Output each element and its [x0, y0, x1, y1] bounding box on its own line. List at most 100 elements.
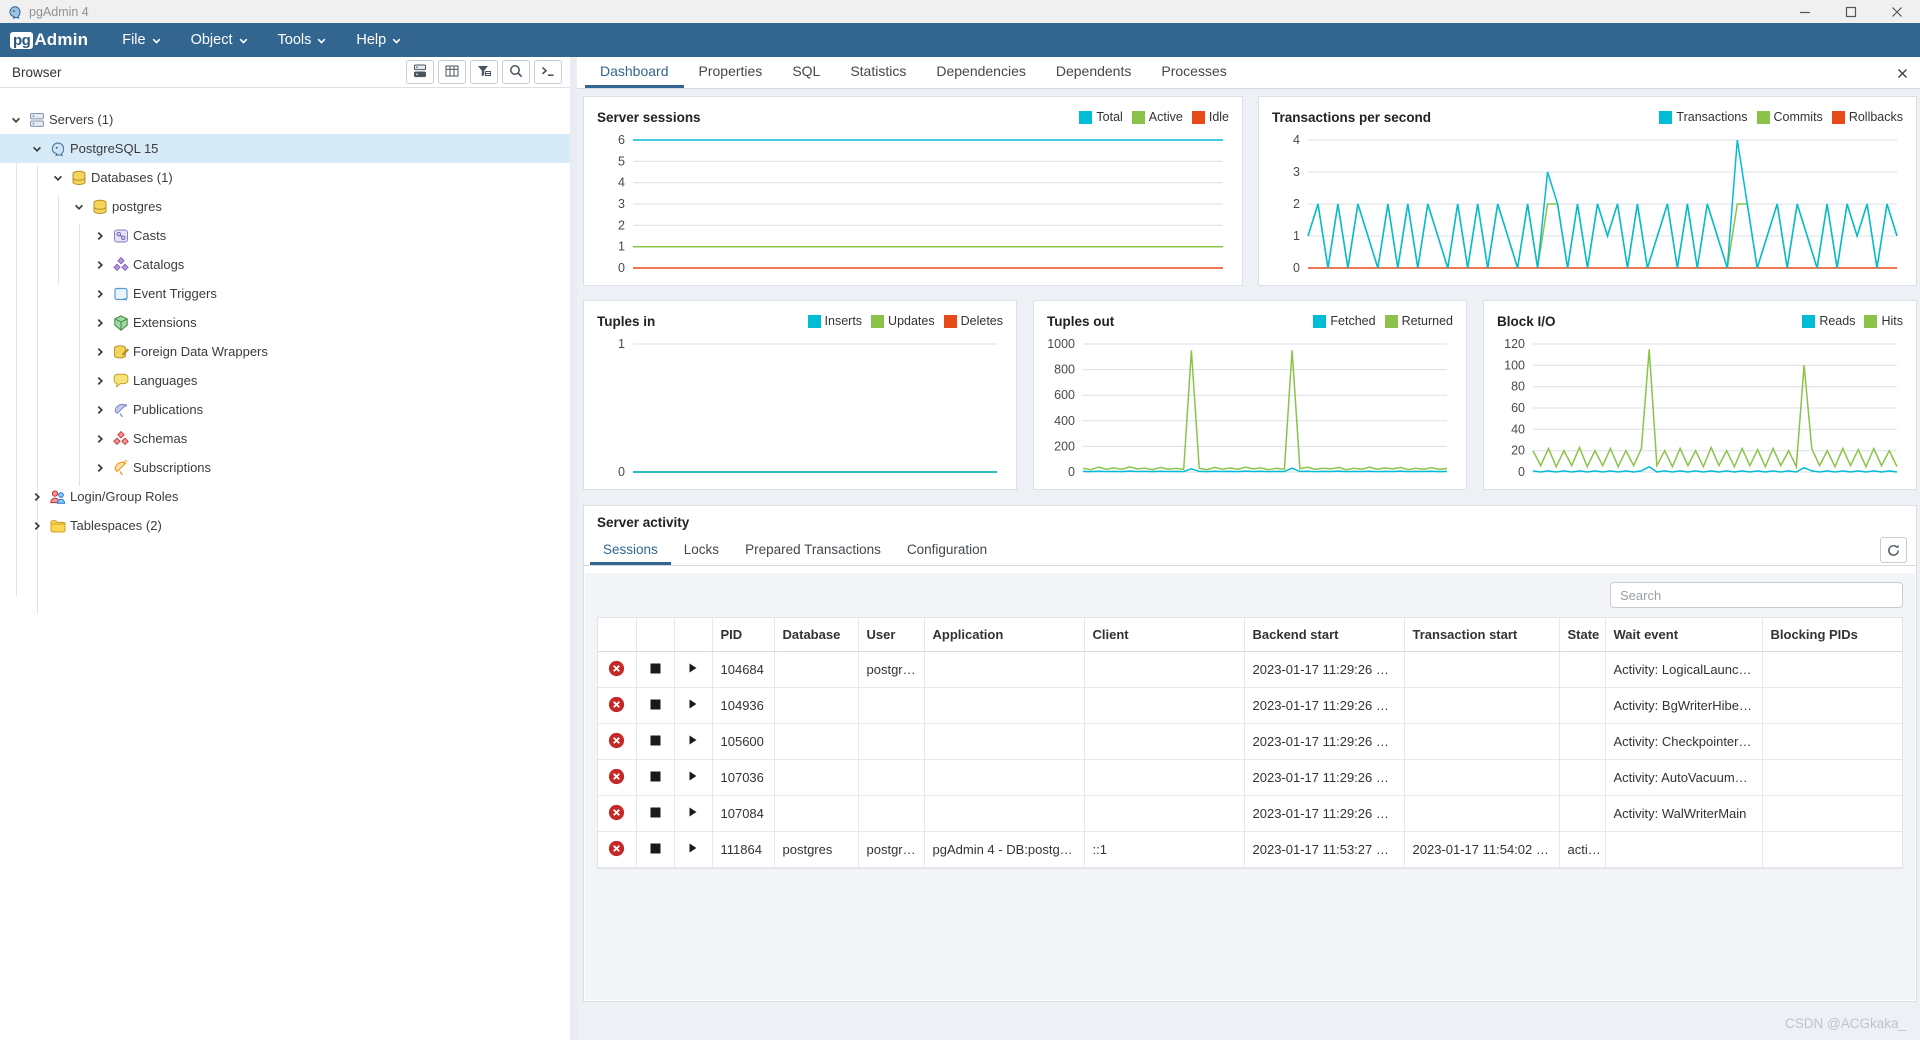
- terminate-session-button[interactable]: [598, 724, 636, 760]
- terminate-session-button[interactable]: [598, 832, 636, 868]
- tab-sql[interactable]: SQL: [777, 57, 835, 88]
- tab-dependencies[interactable]: Dependencies: [921, 57, 1041, 88]
- tree-item-postgresql-15[interactable]: PostgreSQL 15: [0, 134, 570, 163]
- chevron-down-icon: [317, 32, 326, 48]
- tab-dashboard[interactable]: Dashboard: [585, 57, 684, 88]
- search-input[interactable]: [1610, 582, 1903, 608]
- expand-chevron-icon[interactable]: [29, 518, 45, 534]
- tree-item-languages[interactable]: Languages: [0, 366, 570, 395]
- expand-chevron-icon[interactable]: [92, 460, 108, 476]
- grid-icon: [444, 63, 460, 82]
- collapse-chevron-icon[interactable]: [29, 141, 45, 157]
- view-details-button[interactable]: [674, 796, 712, 832]
- tree-item-foreign-data-wrappers[interactable]: Foreign Data Wrappers: [0, 337, 570, 366]
- activity-tab-prepared-transactions[interactable]: Prepared Transactions: [732, 536, 894, 565]
- expand-chevron-icon[interactable]: [92, 315, 108, 331]
- main-tabbar: DashboardPropertiesSQLStatisticsDependen…: [577, 57, 1920, 89]
- tree-item-servers-1[interactable]: Servers (1): [0, 105, 570, 134]
- cancel-query-button[interactable]: [636, 724, 674, 760]
- block-io-panel: Block I/O ReadsHits 120100806040200: [1483, 300, 1917, 490]
- tree-item-databases-1[interactable]: Databases (1): [0, 163, 570, 192]
- expand-chevron-icon[interactable]: [92, 344, 108, 360]
- tree-item-event-triggers[interactable]: Event Triggers: [0, 279, 570, 308]
- collapse-chevron-icon[interactable]: [8, 112, 24, 128]
- activity-tab-configuration[interactable]: Configuration: [894, 536, 1000, 565]
- table-row[interactable]: 1070362023-01-17 11:29:26 …Activity: Aut…: [598, 760, 1902, 796]
- table-cell: [1084, 796, 1244, 832]
- svg-text:3: 3: [618, 197, 625, 211]
- table-row[interactable]: 1049362023-01-17 11:29:26 …Activity: BgW…: [598, 688, 1902, 724]
- cancel-query-button[interactable]: [636, 688, 674, 724]
- collapse-chevron-icon[interactable]: [71, 199, 87, 215]
- terminate-session-button[interactable]: [598, 796, 636, 832]
- view-details-button[interactable]: [674, 652, 712, 688]
- activity-tab-sessions[interactable]: Sessions: [590, 536, 671, 565]
- object-explorer-button[interactable]: [406, 60, 434, 84]
- tree-item-tablespaces-2[interactable]: Tablespaces (2): [0, 511, 570, 540]
- expand-chevron-icon[interactable]: [29, 489, 45, 505]
- tree-item-login-group-roles[interactable]: Login/Group Roles: [0, 482, 570, 511]
- svg-text:400: 400: [1054, 414, 1075, 428]
- view-details-button[interactable]: [674, 832, 712, 868]
- tab-statistics[interactable]: Statistics: [835, 57, 921, 88]
- tree-item-casts[interactable]: Casts: [0, 221, 570, 250]
- tree-item-extensions[interactable]: Extensions: [0, 308, 570, 337]
- cancel-query-button[interactable]: [636, 796, 674, 832]
- console-button[interactable]: [534, 60, 562, 84]
- menu-object[interactable]: Object: [191, 32, 248, 48]
- search-button[interactable]: [502, 60, 530, 84]
- activity-tab-locks[interactable]: Locks: [671, 536, 732, 565]
- tab-dependents[interactable]: Dependents: [1041, 57, 1147, 88]
- expand-chevron-icon[interactable]: [92, 431, 108, 447]
- expand-chevron-icon[interactable]: [92, 373, 108, 389]
- legend-item: Transactions: [1659, 110, 1747, 124]
- table-cell: [774, 688, 858, 724]
- tree-item-publications[interactable]: Publications: [0, 395, 570, 424]
- filter-button[interactable]: [470, 60, 498, 84]
- tree-item-subscriptions[interactable]: Subscriptions: [0, 453, 570, 482]
- cancel-query-button[interactable]: [636, 832, 674, 868]
- tree-item-postgres[interactable]: postgres: [0, 192, 570, 221]
- close-panel-icon[interactable]: [1897, 66, 1908, 84]
- table-row[interactable]: 104684postgr…2023-01-17 11:29:26 …Activi…: [598, 652, 1902, 688]
- terminate-session-button[interactable]: [598, 760, 636, 796]
- panel-splitter[interactable]: [570, 57, 577, 1040]
- terminate-session-button[interactable]: [598, 688, 636, 724]
- grid-button[interactable]: [438, 60, 466, 84]
- menu-tools[interactable]: Tools: [278, 32, 327, 48]
- legend-item: Deletes: [944, 314, 1003, 328]
- tab-processes[interactable]: Processes: [1146, 57, 1241, 88]
- svg-text:5: 5: [618, 154, 625, 168]
- view-details-button[interactable]: [674, 724, 712, 760]
- svg-text:4: 4: [618, 176, 625, 190]
- table-row[interactable]: 111864postgrespostgr…pgAdmin 4 - DB:post…: [598, 832, 1902, 868]
- expand-chevron-icon[interactable]: [92, 286, 108, 302]
- tree-item-schemas[interactable]: Schemas: [0, 424, 570, 453]
- table-cell: postgr…: [858, 832, 924, 868]
- table-cell: 2023-01-17 11:29:26 …: [1244, 796, 1404, 832]
- view-details-button[interactable]: [674, 760, 712, 796]
- minimize-button[interactable]: [1782, 0, 1828, 23]
- tree-item-catalogs[interactable]: Catalogs: [0, 250, 570, 279]
- table-cell: [1559, 688, 1605, 724]
- cancel-query-button[interactable]: [636, 652, 674, 688]
- tab-properties[interactable]: Properties: [684, 57, 778, 88]
- expand-chevron-icon[interactable]: [92, 402, 108, 418]
- expand-chevron-icon[interactable]: [92, 257, 108, 273]
- cancel-query-button[interactable]: [636, 760, 674, 796]
- maximize-button[interactable]: [1828, 0, 1874, 23]
- logo-pg: pg: [10, 32, 33, 49]
- terminate-session-button[interactable]: [598, 652, 636, 688]
- tuples-in-panel: Tuples in InsertsUpdatesDeletes 10: [583, 300, 1017, 490]
- expand-chevron-icon[interactable]: [92, 228, 108, 244]
- close-button[interactable]: [1874, 0, 1920, 23]
- menu-file[interactable]: File: [122, 32, 160, 48]
- object-explorer-icon: [412, 63, 428, 82]
- refresh-button[interactable]: [1880, 537, 1907, 563]
- view-details-button[interactable]: [674, 688, 712, 724]
- tree-item-label: Foreign Data Wrappers: [133, 344, 268, 359]
- table-row[interactable]: 1070842023-01-17 11:29:26 …Activity: Wal…: [598, 796, 1902, 832]
- collapse-chevron-icon[interactable]: [50, 170, 66, 186]
- table-row[interactable]: 1056002023-01-17 11:29:26 …Activity: Che…: [598, 724, 1902, 760]
- menu-help[interactable]: Help: [356, 32, 401, 48]
